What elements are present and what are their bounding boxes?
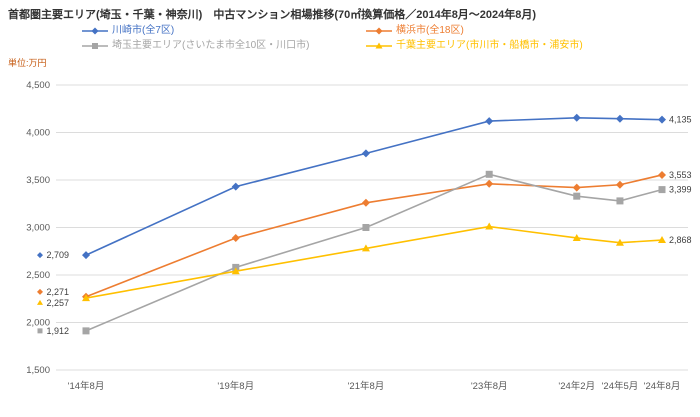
legend-label: 埼玉主要エリア(さいたま市全10区・川口市) xyxy=(112,40,310,51)
legend-label: 横浜市(全18区) xyxy=(396,25,464,36)
x-tick-label: '24年5月 xyxy=(602,380,639,392)
diamond-marker-icon xyxy=(658,170,666,179)
y-axis-unit-label: 単位:万円 xyxy=(8,58,47,68)
first-value-label: 2,709 xyxy=(47,250,70,260)
x-tick-label: '19年8月 xyxy=(217,380,254,392)
diamond-marker-icon xyxy=(615,114,624,123)
x-tick-label: '14年8月 xyxy=(68,380,105,392)
diamond-marker-icon xyxy=(82,251,90,260)
y-tick-label: 3,000 xyxy=(26,223,50,234)
diamond-marker-icon xyxy=(658,115,666,124)
square-marker-icon xyxy=(573,192,581,200)
diamond-marker-icon xyxy=(485,179,494,188)
triangle-marker-icon xyxy=(572,233,581,241)
triangle-marker-icon xyxy=(361,244,370,252)
y-tick-label: 1,500 xyxy=(26,365,50,376)
diamond-marker-icon xyxy=(485,117,494,126)
last-value-label: 4,135 xyxy=(669,115,692,125)
x-tick-label: '21年8月 xyxy=(348,380,385,392)
triangle-marker-icon xyxy=(37,299,43,305)
legend-marker-icon xyxy=(82,27,108,35)
legend-item-1: 横浜市(全18区) xyxy=(366,25,583,37)
diamond-marker-icon xyxy=(572,183,581,192)
legend-label: 千葉主要エリア(市川市・船橋市・浦安市) xyxy=(396,40,583,51)
x-tick-label: '24年2月 xyxy=(558,380,595,392)
chart-legend: 川崎市(全7区) 横浜市(全18区) 埼玉主要エリア(さいたま市全10区・川口市) 千… xyxy=(82,25,583,52)
first-value-label: 1,912 xyxy=(47,326,70,336)
triangle-marker-icon xyxy=(82,294,90,302)
square-marker-icon xyxy=(37,328,43,334)
last-value-label: 3,399 xyxy=(669,185,692,195)
first-value-label: 2,271 xyxy=(47,287,70,297)
legend-label: 川崎市(全7区) xyxy=(112,25,175,36)
diamond-marker-icon xyxy=(91,27,99,35)
triangle-marker-icon xyxy=(658,236,666,244)
x-tick-label: '23年8月 xyxy=(471,380,508,392)
triangle-marker-icon xyxy=(231,267,240,275)
triangle-marker-icon xyxy=(485,222,494,230)
square-marker-icon xyxy=(362,224,370,231)
legend-item-0: 川崎市(全7区) xyxy=(82,25,360,37)
chart-title: 首都圏主要エリア(埼玉・千葉・神奈川) 中古マンション相場推移(70㎡換算価格／… xyxy=(8,9,537,21)
legend-marker-icon xyxy=(82,43,108,49)
y-tick-label: 3,500 xyxy=(26,175,50,186)
y-tick-label: 4,000 xyxy=(26,128,50,139)
x-tick-label: '24年8月 xyxy=(644,380,681,392)
diamond-marker-icon xyxy=(375,27,383,35)
last-value-label: 3,553 xyxy=(669,170,692,180)
diamond-marker-icon xyxy=(615,180,624,189)
diamond-marker-icon xyxy=(231,182,240,191)
y-tick-label: 4,500 xyxy=(26,80,50,91)
triangle-marker-icon xyxy=(615,238,624,246)
last-value-label: 2,868 xyxy=(669,235,692,245)
first-value-label: 2,257 xyxy=(47,298,70,308)
y-tick-label: 2,000 xyxy=(26,318,50,329)
diamond-marker-icon xyxy=(361,149,370,158)
diamond-marker-icon xyxy=(572,113,581,122)
square-marker-icon xyxy=(658,186,666,194)
square-marker-icon xyxy=(485,170,493,178)
legend-marker-icon xyxy=(366,27,392,35)
diamond-marker-icon xyxy=(361,198,370,207)
square-marker-icon xyxy=(616,197,624,205)
triangle-marker-icon xyxy=(375,42,383,49)
diamond-marker-icon xyxy=(37,252,43,259)
legend-item-3: 千葉主要エリア(市川市・船橋市・浦安市) xyxy=(366,40,583,52)
diamond-marker-icon xyxy=(37,288,43,295)
legend-marker-icon xyxy=(366,42,392,49)
legend-item-2: 埼玉主要エリア(さいたま市全10区・川口市) xyxy=(82,40,360,52)
y-tick-label: 2,500 xyxy=(26,270,50,281)
square-marker-icon xyxy=(82,327,90,335)
square-marker-icon xyxy=(92,43,98,49)
diamond-marker-icon xyxy=(231,233,240,242)
